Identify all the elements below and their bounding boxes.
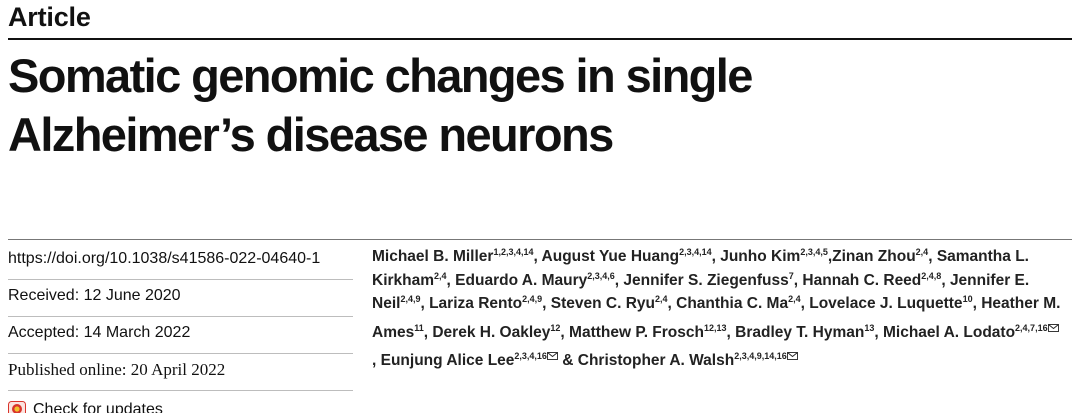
author-name[interactable]: Christopher A. Walsh <box>577 352 735 369</box>
doi-link[interactable]: https://doi.org/10.1038/s41586-022-04640… <box>8 247 353 280</box>
author-affiliation[interactable]: 2,3,4,16 <box>514 351 547 361</box>
envelope-icon[interactable] <box>546 344 558 360</box>
author-affiliation[interactable]: 2,4 <box>915 247 929 257</box>
author-separator: , <box>726 323 736 341</box>
author-list: Michael B. Miller1,2,3,4,14, August Yue … <box>372 245 1062 373</box>
author-separator: , <box>874 323 883 341</box>
author-separator: & <box>557 352 578 369</box>
author-separator: , <box>941 271 950 289</box>
received-date: Received: 12 June 2020 <box>8 284 353 317</box>
envelope-icon[interactable] <box>1047 316 1059 332</box>
author-name[interactable]: Jennifer E. Neil <box>372 271 1030 313</box>
author-affiliation[interactable]: 2,3,4,5 <box>800 247 828 257</box>
author-name[interactable]: Steven C. Ryu <box>550 295 655 312</box>
author-affiliation[interactable]: 12,13 <box>703 322 727 333</box>
author-name[interactable]: Eduardo A. Maury <box>455 271 588 289</box>
author-affiliation[interactable]: 2,4 <box>655 294 668 304</box>
author-affiliation[interactable]: 2,4 <box>788 294 801 304</box>
author-separator: , <box>533 248 542 265</box>
author-name[interactable]: Jennifer S. Ziegenfuss <box>623 271 789 289</box>
author-affiliation[interactable]: 7 <box>788 270 794 281</box>
author-name[interactable]: Eunjung Alice Lee <box>380 352 515 369</box>
author-name[interactable]: Lariza Rento <box>429 295 523 312</box>
author-affiliation[interactable]: 2,3,4,14 <box>679 247 712 257</box>
author-name[interactable]: Hannah C. Reed <box>802 271 922 289</box>
author-affiliation[interactable]: 2,3,4,9,14,16 <box>734 351 787 361</box>
author-name[interactable]: Michael B. Miller <box>372 248 494 265</box>
check-for-updates-button[interactable]: Check for updates <box>8 397 353 413</box>
author-affiliation[interactable]: 2,4,7,16 <box>1015 322 1048 333</box>
check-for-updates-icon <box>8 401 26 413</box>
article-type-label: Article <box>8 2 91 32</box>
check-for-updates-label: Check for updates <box>33 401 163 413</box>
author-separator: , <box>972 295 982 312</box>
article-title: Somatic genomic changes in single Alzhei… <box>8 46 908 164</box>
author-affiliation[interactable]: 12 <box>550 322 561 333</box>
title-divider <box>8 38 1072 40</box>
author-separator: , <box>827 248 833 265</box>
author-name[interactable]: August Yue Huang <box>541 248 680 265</box>
author-name[interactable]: Samantha L. Kirkham <box>372 248 1029 289</box>
author-separator: , <box>423 323 433 341</box>
author-separator: , <box>372 352 381 369</box>
author-name[interactable]: Matthew P. Frosch <box>569 323 704 341</box>
author-separator: , <box>420 295 430 312</box>
author-name[interactable]: Heather M. Ames <box>372 295 1061 341</box>
author-name[interactable]: Michael A. Lodato <box>883 323 1016 341</box>
author-separator: , <box>711 248 721 265</box>
author-name[interactable]: Chanthia C. Ma <box>676 295 789 312</box>
author-affiliation[interactable]: 2,3,4,6 <box>587 270 615 281</box>
author-affiliation[interactable]: 1,2,3,4,14 <box>493 247 534 257</box>
title-line-2: Alzheimer’s disease neurons <box>8 108 614 161</box>
author-name[interactable]: Junho Kim <box>720 248 801 265</box>
author-affiliation[interactable]: 11 <box>414 322 424 333</box>
accepted-date: Accepted: 14 March 2022 <box>8 321 353 354</box>
author-separator: , <box>560 323 570 341</box>
published-date: Published online: 20 April 2022 <box>8 358 353 391</box>
author-affiliation[interactable]: 2,4,9 <box>522 294 543 304</box>
article-meta: https://doi.org/10.1038/s41586-022-04640… <box>8 247 353 413</box>
author-name[interactable]: Bradley T. Hyman <box>735 323 865 341</box>
author-affiliation[interactable]: 10 <box>962 294 973 304</box>
info-divider <box>8 239 1072 240</box>
author-separator: , <box>614 271 624 289</box>
author-separator: , <box>800 295 810 312</box>
author-name[interactable]: Derek H. Oakley <box>432 323 551 341</box>
author-separator: , <box>542 295 551 312</box>
author-affiliation[interactable]: 13 <box>864 322 875 333</box>
title-line-1: Somatic genomic changes in single <box>8 49 753 102</box>
author-separator: , <box>667 295 677 312</box>
author-affiliation[interactable]: 2,4,8 <box>921 270 942 281</box>
author-affiliation[interactable]: 2,4,9 <box>400 294 421 304</box>
author-name[interactable]: Zinan Zhou <box>832 248 916 265</box>
author-separator: , <box>446 271 456 289</box>
author-name[interactable]: Lovelace J. Luquette <box>809 295 963 312</box>
author-affiliation[interactable]: 2,4 <box>434 270 447 281</box>
author-separator: , <box>793 271 803 289</box>
envelope-icon[interactable] <box>786 344 798 360</box>
author-separator: , <box>928 248 937 265</box>
